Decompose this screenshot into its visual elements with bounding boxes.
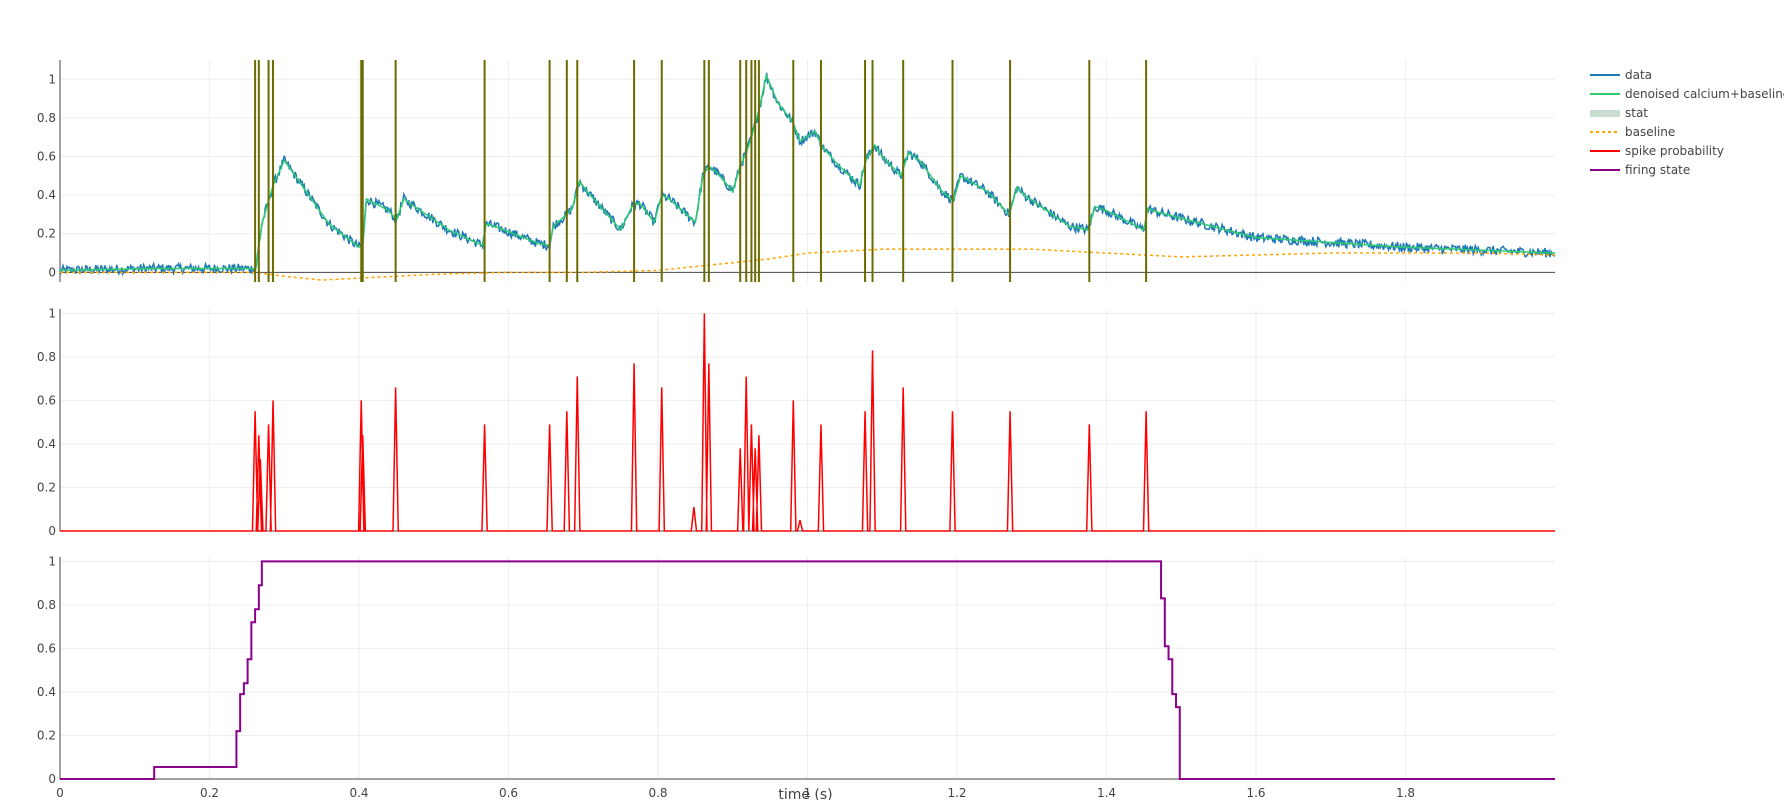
y-tick-label: 0 bbox=[48, 772, 56, 786]
legend-item-denoised[interactable]: denoised calcium+baseline bbox=[1590, 87, 1784, 101]
panel-spike-probability: 0 0.2 0.4 0.6 0.8 1 bbox=[37, 306, 1555, 538]
y-tick-label: 0.2 bbox=[37, 227, 56, 241]
legend-label: spike probability bbox=[1625, 144, 1724, 158]
y-tick-label: 0.4 bbox=[37, 685, 56, 699]
x-tick-label: 0 bbox=[56, 786, 64, 800]
x-tick-label: 1.4 bbox=[1097, 786, 1116, 800]
series-spike-probability-line bbox=[60, 313, 1555, 532]
panel-calcium: 0 0.2 0.4 0.6 0.8 1 bbox=[37, 60, 1556, 282]
series-baseline-line bbox=[60, 248, 1556, 281]
legend-label: firing state bbox=[1625, 163, 1690, 177]
legend-item-spike[interactable]: spike probability bbox=[1590, 144, 1724, 158]
y-tick-label: 0.8 bbox=[37, 111, 56, 125]
legend-item-baseline[interactable]: baseline bbox=[1590, 125, 1675, 139]
y-tick-label: 0.6 bbox=[37, 641, 56, 655]
y-tick-label: 1 bbox=[48, 72, 56, 86]
panel-firing-state: 0 0.2 0.4 0.6 0.8 1 bbox=[37, 554, 1555, 786]
y-tick-label: 0.6 bbox=[37, 150, 56, 164]
legend-label: baseline bbox=[1625, 125, 1675, 139]
x-tick-label: 0.8 bbox=[648, 786, 667, 800]
y-tick-label: 1 bbox=[48, 306, 56, 320]
legend-swatch bbox=[1590, 110, 1620, 117]
legend-item-firing[interactable]: firing state bbox=[1590, 163, 1690, 177]
y-tick-label: 0.2 bbox=[37, 480, 56, 494]
x-tick-labels: 0 0.2 0.4 0.6 0.8 1 1.2 1.4 1.6 1.8 bbox=[56, 786, 1415, 800]
y-tick-label: 0 bbox=[48, 524, 56, 538]
y-tick-label: 0.8 bbox=[37, 598, 56, 612]
x-tick-label: 1.2 bbox=[947, 786, 966, 800]
y-tick-label: 0.4 bbox=[37, 437, 56, 451]
y-tick-label: 0 bbox=[48, 265, 56, 279]
x-tick-label: 0.6 bbox=[499, 786, 518, 800]
legend-label: stat bbox=[1625, 106, 1648, 120]
legend[interactable]: data denoised calcium+baseline stat baselin… bbox=[1590, 68, 1784, 177]
x-tick-label: 0.2 bbox=[200, 786, 219, 800]
x-tick-label: 1 bbox=[804, 786, 812, 800]
y-tick-label: 0.6 bbox=[37, 393, 56, 407]
legend-label: denoised calcium+baseline bbox=[1625, 87, 1784, 101]
y-tick-label: 0.2 bbox=[37, 728, 56, 742]
x-axis-title: time (s) bbox=[778, 787, 832, 800]
legend-item-data[interactable]: data bbox=[1590, 68, 1652, 82]
series-firing-state-line bbox=[60, 560, 1555, 780]
x-tick-label: 1.8 bbox=[1396, 786, 1415, 800]
series-denoised-line bbox=[59, 72, 1556, 272]
legend-item-stat[interactable]: stat bbox=[1590, 106, 1648, 120]
y-tick-label: 1 bbox=[48, 554, 56, 568]
x-tick-label: 0.4 bbox=[349, 786, 368, 800]
legend-label: data bbox=[1625, 68, 1652, 82]
x-tick-label: 1.6 bbox=[1246, 786, 1265, 800]
y-tick-label: 0.8 bbox=[37, 350, 56, 364]
y-tick-label: 0.4 bbox=[37, 188, 56, 202]
